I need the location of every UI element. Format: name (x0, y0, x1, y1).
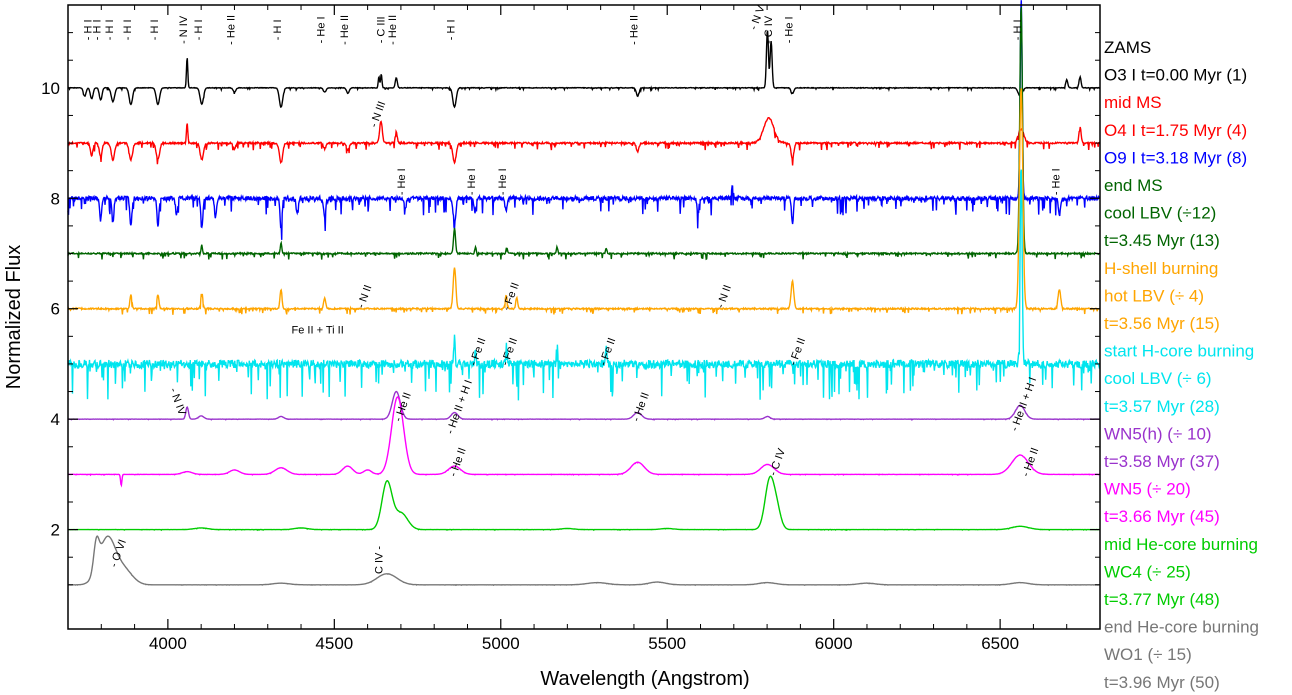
legend-model-6: cool LBV (÷ 6) (1104, 369, 1212, 388)
series-group (67, 0, 1101, 587)
y-tick-label-1: 2 (51, 521, 60, 540)
axes-group: 4000 4500 5000 5500 6000 6500 2 4 6 8 10 (41, 5, 1101, 653)
legend-phase-10: end He-core burning (1104, 618, 1259, 637)
legend-model-1: O3 I t=0.00 Myr (1) (1104, 66, 1247, 85)
plot-frame (67, 4, 1101, 630)
legend-model-7: WN5(h) (÷ 10) (1104, 424, 1212, 443)
annotation-9: - H I (272, 19, 284, 40)
series-line-9 (67, 475, 1100, 532)
y-tick-label-5: 10 (41, 79, 60, 98)
legend-model-2: O4 I t=1.75 Myr (4) (1104, 121, 1247, 140)
annotation-42: C IV - (374, 546, 386, 574)
annotation-6: - N IV (178, 15, 190, 44)
legend-phase-4: end MS (1104, 176, 1163, 195)
legend-model2-9: t=3.77 Myr (48) (1104, 590, 1220, 609)
annotation-18: - H I (1012, 19, 1024, 40)
legend-model2-8: t=3.66 Myr (45) (1104, 507, 1220, 526)
series-line-6 (67, 169, 1101, 401)
annotation-11: - He II (339, 15, 351, 45)
y-tick-label-2: 4 (51, 410, 60, 429)
legend-model2-10: t=3.96 Myr (50) (1104, 673, 1220, 692)
annotation-39: - C IV (767, 446, 788, 477)
annotation-5: - H I (149, 19, 161, 40)
x-tick-label-3: 5000 (482, 634, 520, 653)
y-tick-label-4: 8 (51, 189, 60, 208)
series-line-2 (67, 116, 1101, 166)
legend-model2-4: t=3.45 Myr (13) (1104, 231, 1220, 250)
annotation-4: - H I (122, 19, 134, 40)
series-line-5 (67, 88, 1101, 315)
legend-phase-5: H-shell burning (1104, 259, 1218, 278)
annotation-7: - H I (193, 19, 205, 40)
annotation-29: - Fe II (467, 336, 488, 367)
annotation-22: - He I (466, 168, 478, 195)
annotation-21: - He I (396, 168, 408, 195)
annotation-31: - Fe II (597, 336, 618, 367)
legend: ZAMS O3 I t=0.00 Myr (1) mid MS O4 I t=1.75… (1104, 38, 1259, 692)
annotation-2: - H I (91, 19, 103, 40)
x-tick-label-6: 6500 (981, 634, 1019, 653)
y-tick-label-3: 6 (51, 300, 60, 319)
legend-phase-6: start H-core burning (1104, 342, 1254, 361)
annotation-28: Fe II + Ti II (292, 325, 344, 337)
annotation-20: - N III (368, 100, 388, 129)
y-axis-label: Normalized Flux (3, 245, 25, 389)
annotation-24: - He I (1050, 168, 1062, 195)
legend-phase-1: ZAMS (1104, 38, 1151, 57)
annotation-25: - N II (355, 283, 374, 310)
annotation-14: - H I (446, 19, 458, 40)
annotation-27: - N II (715, 283, 734, 310)
series-line-8 (67, 396, 1100, 488)
legend-model-10: WO1 (÷ 15) (1104, 645, 1192, 664)
legend-model-5: hot LBV (÷ 4) (1104, 286, 1204, 305)
annotation-23: - He I (497, 168, 509, 195)
x-tick-label-2: 4500 (315, 634, 353, 653)
annotation-1: - H I (82, 19, 94, 40)
legend-model2-5: t=3.56 Myr (15) (1104, 314, 1220, 333)
annotation-10: - He I (316, 16, 328, 43)
x-axis-label: Wavelength (Angstrom) (540, 668, 749, 690)
legend-model2-7: t=3.58 Myr (37) (1104, 452, 1220, 471)
annotation-40: - He II (1020, 446, 1042, 478)
legend-phase-2: mid MS (1104, 93, 1162, 112)
series-line-10 (67, 535, 1100, 587)
series-line-4 (67, 6, 1101, 261)
legend-model-4: cool LBV (÷12) (1104, 204, 1216, 223)
annotation-13: - He II (387, 15, 399, 45)
annotation-group: - H I- H I- H I- H I- H I- N IV - H I- He… (82, 3, 1062, 574)
legend-phase-9: mid He-core burning (1104, 535, 1258, 554)
x-tick-label-1: 4000 (149, 634, 187, 653)
x-tick-label-4: 5500 (648, 634, 686, 653)
annotation-37: - He II + H I (1009, 376, 1040, 433)
legend-model-8: WN5 (÷ 20) (1104, 480, 1191, 499)
annotation-41: - O VI (108, 538, 129, 569)
legend-model2-6: t=3.57 Myr (28) (1104, 397, 1220, 416)
annotation-3: - H I (104, 19, 116, 40)
series-line-7 (67, 390, 1100, 421)
x-tick-label-5: 6000 (815, 634, 853, 653)
annotation-33: - N IV (167, 386, 188, 417)
annotation-8: - He II (225, 15, 237, 45)
annotation-17: - He I (783, 16, 795, 43)
series-line-1 (67, 30, 1101, 109)
annotation-34: - He II (392, 391, 414, 423)
legend-model-9: WC4 (÷ 25) (1104, 562, 1191, 581)
annotation-12: - C III (375, 16, 387, 43)
annotation-16: - C IV (763, 15, 775, 44)
annotation-15: - He II (629, 15, 641, 45)
series-line-3 (67, 0, 1100, 240)
legend-model-3: O9 I t=3.18 Myr (8) (1104, 148, 1247, 167)
